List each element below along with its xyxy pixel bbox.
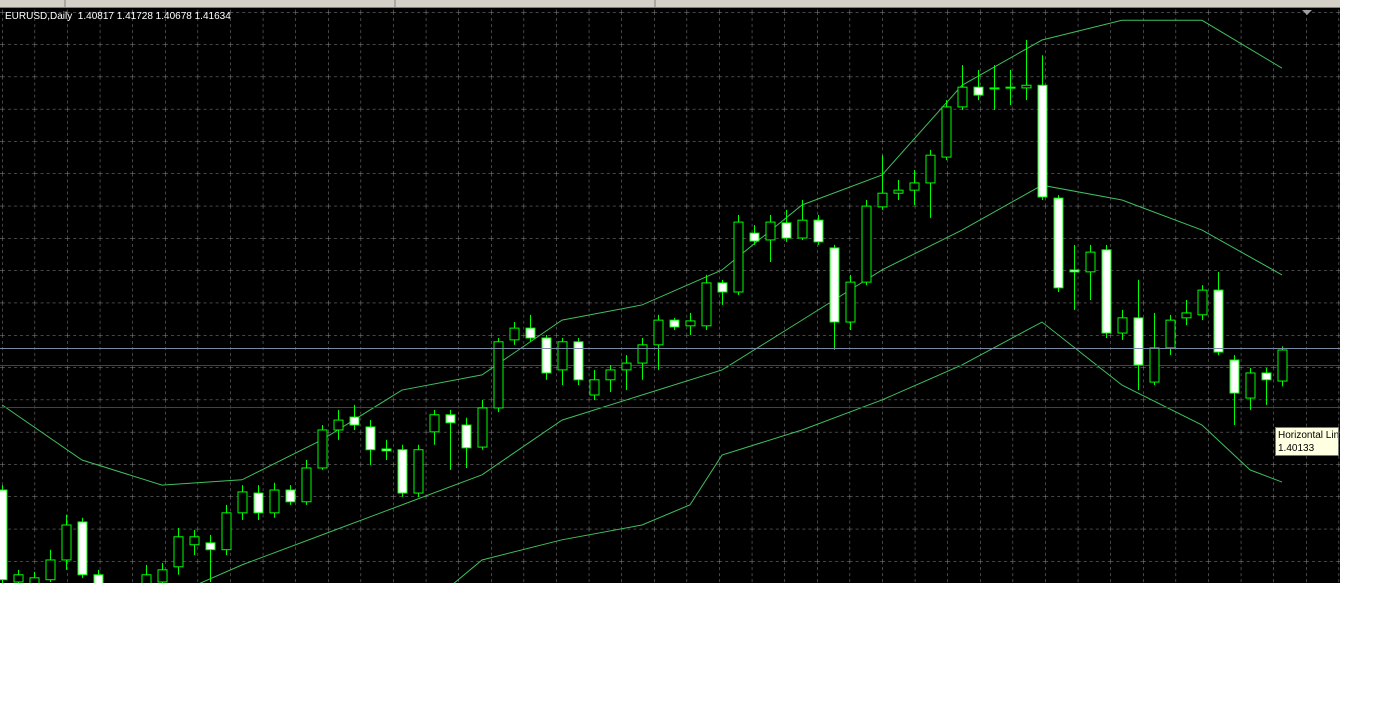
candle-body-bear: [1053, 197, 1064, 289]
candle-body-bull: [237, 491, 248, 514]
candle-body-bull: [1021, 84, 1032, 89]
tooltip: Horizontal Lin 1.40133: [1275, 427, 1339, 456]
candle-body-bull: [621, 362, 632, 371]
candle-body-bear: [93, 574, 104, 583]
candle-body-bear: [365, 426, 376, 451]
candle-body-bull: [173, 536, 184, 568]
candle-body-bear: [1133, 317, 1144, 366]
candle-body-bull: [157, 569, 168, 583]
candle-body-bear: [445, 414, 456, 424]
plot: [0, 19, 1340, 583]
band-line: [199, 184, 1283, 583]
candle-body-bull: [637, 344, 648, 364]
candle-body-bear: [1229, 359, 1240, 394]
candle-body-bull: [557, 341, 568, 371]
candle-body-bull: [1181, 312, 1192, 319]
candle-body-bull: [957, 86, 968, 108]
candle-body-bear: [253, 492, 264, 514]
chart-header: EURUSD,Daily 1.40817 1.41728 1.40678 1.4…: [5, 11, 231, 22]
candle-body-bull: [765, 221, 776, 241]
candle-body-bull: [605, 369, 616, 381]
low-value: 1.40678: [155, 11, 192, 22]
candle-body-bull: [1245, 372, 1256, 399]
candle-body-bull: [61, 524, 72, 561]
candle-body-bear: [1069, 269, 1080, 273]
candle-body-bull: [941, 106, 952, 158]
candle-body-bull: [1085, 251, 1096, 273]
candle-body-bull: [877, 192, 888, 208]
candle-body-bear: [573, 341, 584, 381]
candle-body-bull: [189, 536, 200, 546]
candle-body-bear: [1101, 249, 1112, 334]
candle-body-bull: [845, 281, 856, 323]
candle-body-bull: [909, 182, 920, 191]
band-line: [453, 321, 1283, 583]
candle-body-bear: [717, 282, 728, 293]
candle-body-bull: [333, 419, 344, 431]
candle-body-bear: [205, 542, 216, 551]
tab-strip: [0, 0, 1340, 8]
candle-body-bear: [525, 327, 536, 339]
symbol: EURUSD,Daily: [5, 11, 73, 22]
candle-body-bull: [269, 489, 280, 514]
band-line: [1, 19, 1283, 486]
candle-body-bull: [493, 341, 504, 409]
candle-body-bull: [29, 577, 40, 583]
candle-body-bear: [973, 86, 984, 96]
close-value: 1.41634: [194, 11, 231, 22]
candle-body-bear: [0, 489, 8, 581]
candle-body-bull: [317, 429, 328, 469]
tooltip-value: 1.40133: [1278, 443, 1315, 454]
candle-body-bull: [685, 320, 696, 327]
candle-body-bear: [781, 222, 792, 239]
candle-body-bear: [381, 448, 392, 452]
candle-body-bull: [413, 449, 424, 494]
candle-body-bull: [141, 574, 152, 583]
candle-body-bear: [77, 521, 88, 576]
chart-window: [0, 0, 1340, 583]
candle-body-bear: [461, 424, 472, 449]
candle-body-bear: [829, 247, 840, 323]
candle-body-bull: [221, 512, 232, 551]
candle-body-bear: [813, 219, 824, 243]
candle-body-bull: [1005, 86, 1016, 89]
candle-body-bull: [1165, 319, 1176, 349]
candle-body-bull: [733, 221, 744, 293]
candle-body-bear: [397, 449, 408, 494]
candle-body-bull: [1197, 289, 1208, 316]
high-value: 1.41728: [116, 11, 153, 22]
candle-body-bull: [797, 219, 808, 239]
open-value: 1.40817: [77, 11, 114, 22]
candle-body-bull: [653, 319, 664, 346]
candle-body-bear: [285, 489, 296, 503]
candle-body-bull: [1149, 347, 1160, 383]
tooltip-label: Horizontal Lin: [1278, 430, 1339, 441]
candle-body-bull: [477, 407, 488, 448]
candle-body-bear: [1261, 372, 1272, 381]
candle-body-bull: [509, 327, 520, 341]
candle-body-bear: [749, 232, 760, 242]
candle-body-bull: [925, 154, 936, 184]
candle-body-bull: [701, 282, 712, 327]
candle-body-bull: [861, 205, 872, 283]
candle-body-bear: [541, 337, 552, 374]
candle-body-bear: [349, 416, 360, 426]
candle-body-bull: [893, 189, 904, 194]
candle-body-bull: [45, 559, 56, 581]
candle-body-bull: [589, 379, 600, 396]
chart-shift-marker: [1302, 10, 1312, 15]
grid: [0, 8, 1340, 583]
candle-body-bull: [429, 414, 440, 433]
candle-body-bear: [669, 319, 680, 328]
candle-body-bull: [13, 574, 24, 583]
candle-body-bear: [1213, 289, 1224, 353]
candle-body-bull: [1277, 349, 1288, 382]
candle-body-bull: [301, 467, 312, 503]
candle-body-bear: [1037, 84, 1048, 198]
candle-body-bull: [989, 87, 1000, 90]
candle-body-bull: [1117, 317, 1128, 334]
